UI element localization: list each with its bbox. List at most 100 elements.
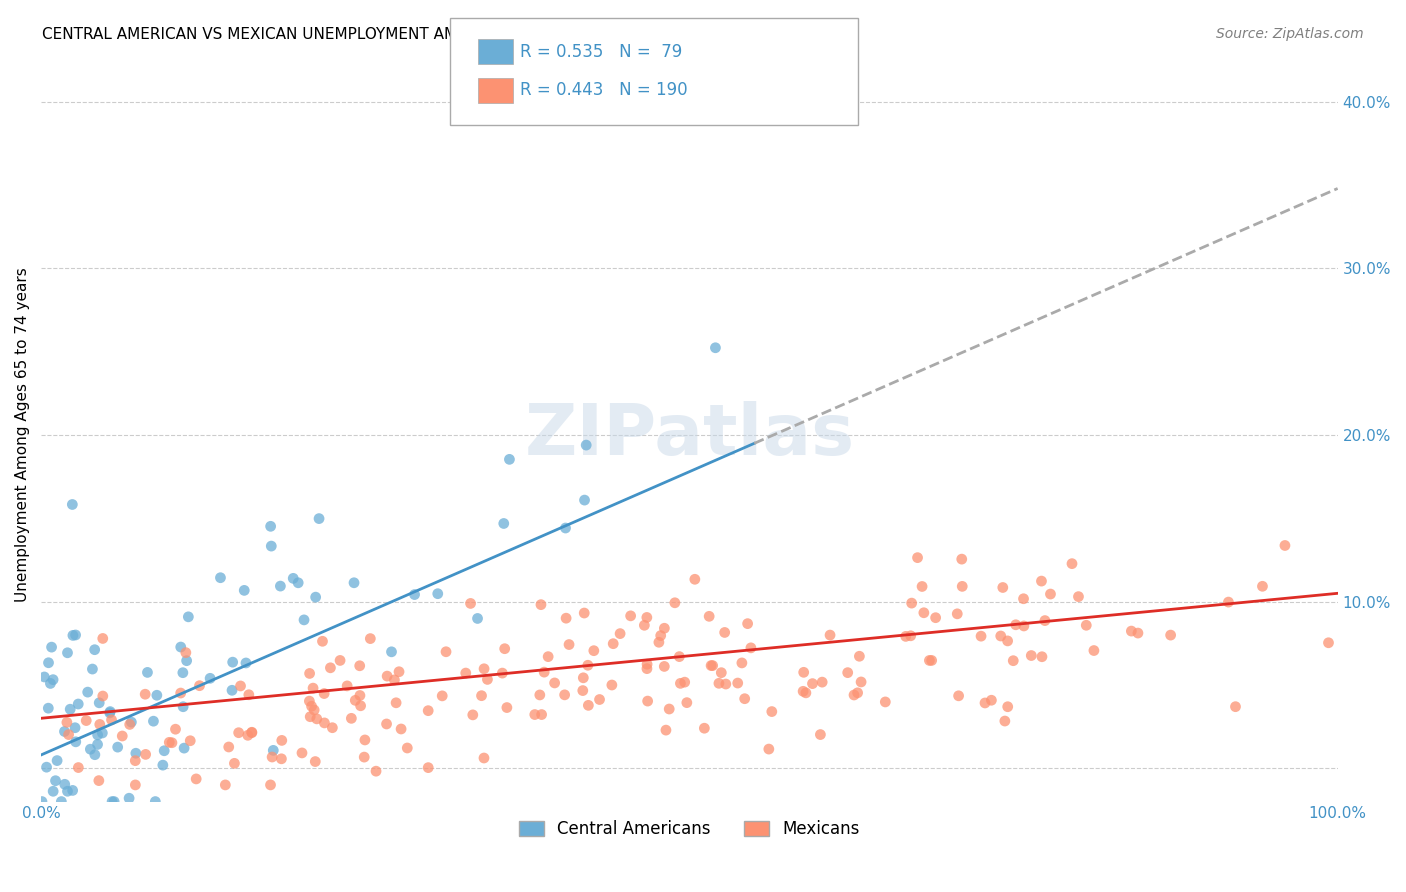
Point (287, 575, 309, 590)
Point (1067, 590, 1090, 604)
Point (994, 714, 1017, 728)
Point (89, 717, 111, 731)
Point (432, 689, 454, 703)
Point (900, 629, 922, 643)
Point (340, 711, 363, 725)
Point (34, 670, 56, 684)
Point (153, 744, 176, 758)
Text: R = 0.535   N =  79: R = 0.535 N = 79 (520, 43, 682, 61)
Point (1002, 654, 1025, 668)
Point (808, 728, 831, 742)
Point (170, 640, 193, 654)
Point (946, 607, 969, 621)
Point (329, 653, 352, 667)
Point (319, 661, 342, 675)
Point (1031, 649, 1053, 664)
Point (1004, 617, 1026, 632)
Point (1251, 579, 1274, 593)
Point (472, 662, 495, 676)
Point (344, 693, 367, 707)
Point (1019, 648, 1042, 663)
Point (59, 702, 82, 716)
Point (991, 581, 1014, 595)
Point (460, 597, 482, 611)
Point (655, 723, 678, 738)
Point (734, 691, 756, 706)
Point (875, 695, 897, 709)
Point (650, 629, 672, 643)
Point (921, 653, 943, 667)
Point (165, 722, 187, 736)
Point (576, 698, 599, 713)
Point (172, 699, 194, 714)
Point (107, 740, 129, 755)
Point (997, 699, 1019, 714)
Point (948, 689, 970, 703)
Point (461, 707, 484, 722)
Point (818, 628, 841, 642)
Point (683, 572, 706, 586)
Point (404, 588, 426, 602)
Point (658, 702, 681, 716)
Point (91, 726, 114, 740)
Point (950, 579, 973, 593)
Point (1039, 587, 1062, 601)
Point (543, 676, 565, 690)
Point (118, 791, 141, 805)
Point (236, 728, 259, 742)
Point (125, 746, 148, 760)
Point (67, 760, 90, 774)
Point (228, 725, 250, 739)
Point (298, 666, 321, 681)
Point (353, 750, 375, 764)
Point (1031, 574, 1053, 588)
Point (283, 571, 305, 585)
Point (214, 778, 236, 792)
Point (700, 658, 723, 673)
Point (86, 728, 108, 742)
Point (523, 707, 546, 722)
Point (837, 665, 859, 680)
Text: Source: ZipAtlas.com: Source: ZipAtlas.com (1216, 27, 1364, 41)
Point (731, 656, 754, 670)
Text: R = 0.443   N = 190: R = 0.443 N = 190 (520, 81, 688, 99)
Point (388, 665, 411, 679)
Point (42, 673, 65, 687)
Point (467, 611, 489, 625)
Point (82, 662, 104, 676)
Point (359, 632, 381, 646)
Point (235, 656, 257, 670)
Point (98, 705, 121, 719)
Point (259, 519, 281, 533)
Point (76, 685, 98, 699)
Point (172, 665, 194, 680)
Point (87, 773, 110, 788)
Point (152, 758, 174, 772)
Point (177, 610, 200, 624)
Point (349, 698, 371, 713)
Point (136, 665, 159, 680)
Point (209, 571, 232, 585)
Point (997, 633, 1019, 648)
Point (713, 625, 735, 640)
Point (704, 341, 727, 355)
Point (702, 658, 724, 673)
Point (1083, 643, 1105, 657)
Point (198, 671, 221, 685)
Point (554, 521, 576, 535)
Point (494, 641, 516, 656)
Point (912, 606, 935, 620)
Point (491, 666, 513, 681)
Text: ZIPatlas: ZIPatlas (524, 401, 855, 469)
Point (389, 722, 412, 736)
Point (301, 699, 323, 714)
Point (83, 642, 105, 657)
Point (842, 688, 865, 702)
Point (574, 606, 596, 620)
Point (1274, 539, 1296, 553)
Point (98, 706, 121, 720)
Point (124, 754, 146, 768)
Point (758, 742, 780, 756)
Point (848, 649, 870, 664)
Point (86, 738, 108, 752)
